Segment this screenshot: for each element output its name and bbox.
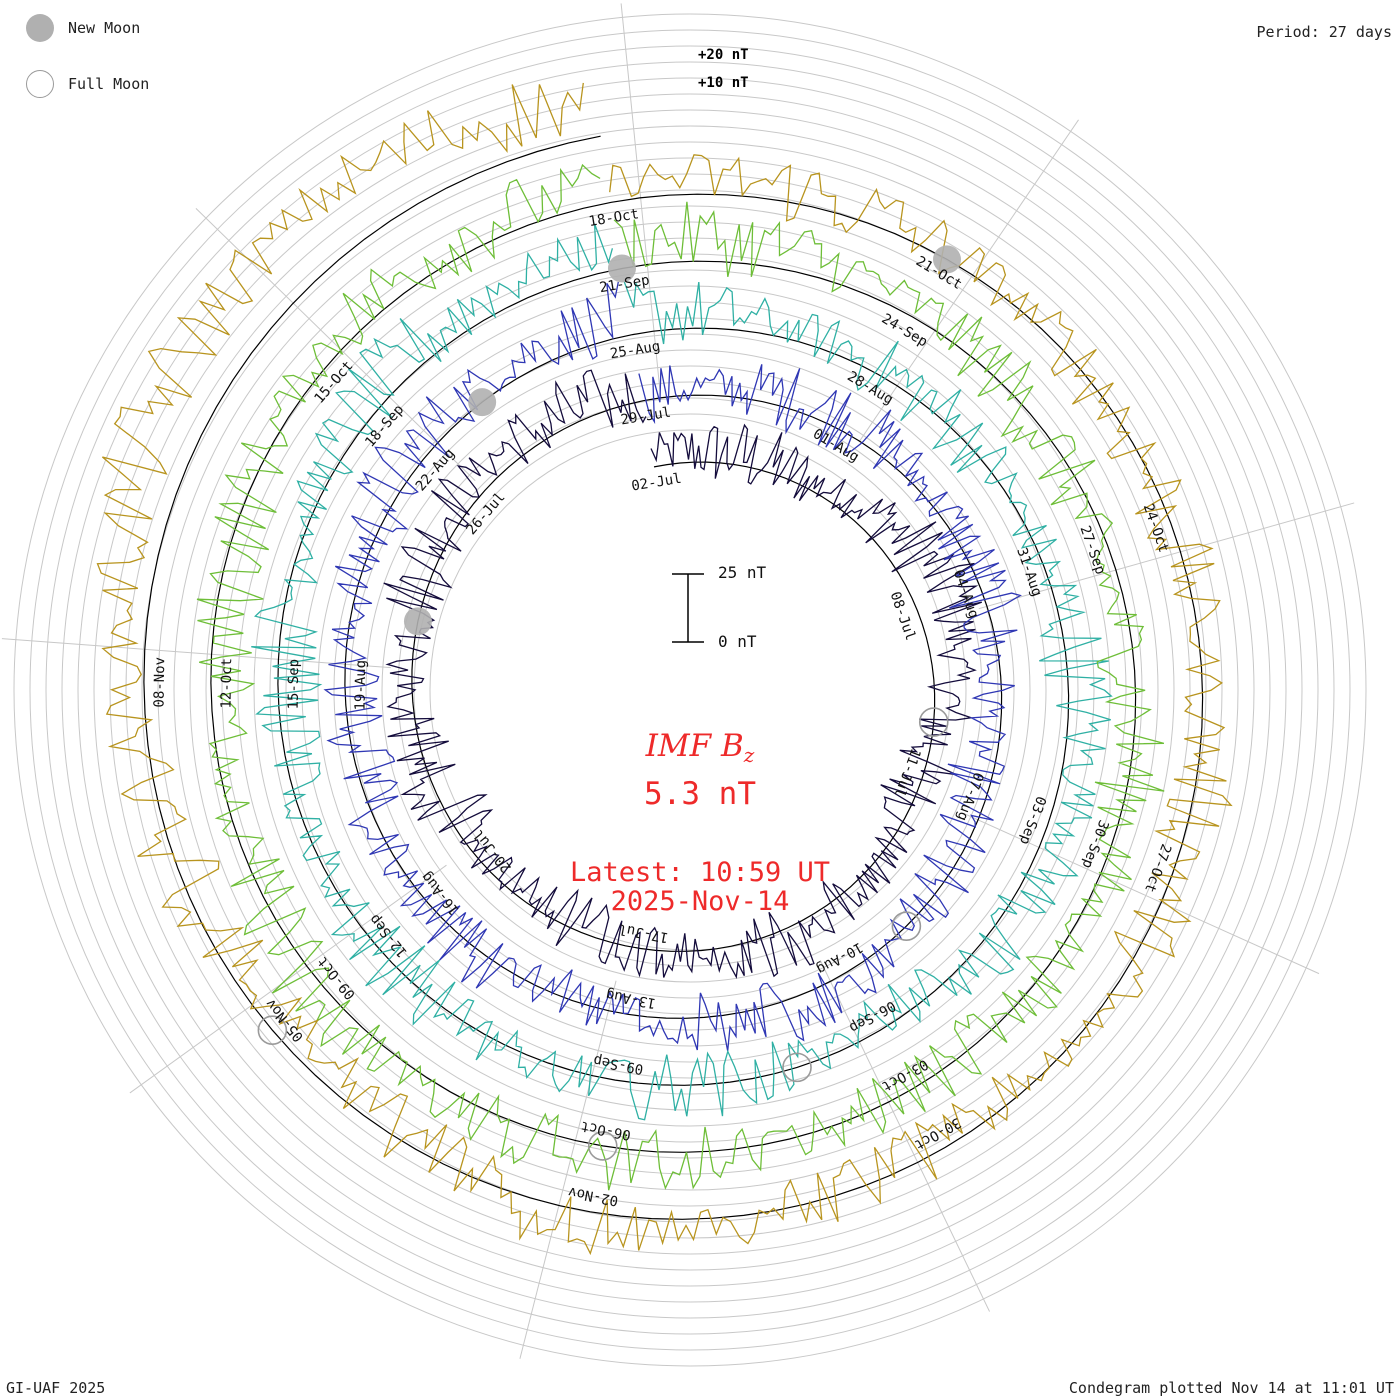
legend-full-moon: Full Moon	[26, 70, 149, 98]
new-moon-marker	[933, 245, 962, 274]
new-moon-marker	[607, 254, 636, 283]
radial-spoke	[195, 207, 476, 481]
grid-ring	[29, 29, 1351, 1351]
latest-value: 5.3 nT	[644, 776, 756, 812]
bz-series-18-Oct	[96, 82, 1233, 1256]
date-label-08-Nov: 08-Nov	[152, 657, 169, 708]
grid-ring	[93, 93, 1287, 1287]
full-moon-label: Full Moon	[68, 75, 150, 93]
date-label-15-Sep: 15-Sep	[286, 659, 303, 710]
zero-baseline-spiral	[143, 135, 1204, 1220]
date-label-26-Jul: 26-Jul	[463, 489, 508, 538]
moon-phase-markers	[257, 245, 962, 1161]
quantity-subscript: z	[743, 743, 755, 767]
radial-spoke	[819, 960, 990, 1312]
new-moon-label: New Moon	[68, 19, 141, 37]
bz-series-25-Aug	[251, 223, 1113, 1121]
bz-series-29-Jul	[323, 281, 1022, 1052]
full-moon-marker	[257, 1015, 288, 1046]
date-label-02-Jul: 02-Jul	[630, 471, 682, 495]
date-label-31-Aug: 31-Aug	[1013, 546, 1045, 599]
scale-bottom-label: 0 nT	[718, 632, 757, 651]
radial-spoke	[858, 119, 1079, 443]
full-moon-marker	[782, 1052, 812, 1083]
grid-ring	[221, 221, 1159, 1159]
full-moon-marker	[587, 1131, 618, 1161]
grid-ring	[333, 333, 1047, 1047]
date-label-10-Aug: 10-Aug	[814, 939, 866, 978]
grid-ring	[125, 125, 1255, 1255]
bz-series-21-Sep	[196, 163, 1165, 1191]
full-moon-icon	[26, 70, 54, 98]
latest-date: 2025-Nov-14	[610, 886, 790, 917]
new-moon-marker	[468, 388, 497, 417]
scale-top-label: 25 nT	[718, 563, 767, 582]
date-label-06-Sep: 06-Sep	[846, 997, 898, 1036]
date-label-24-Oct: 24-Oct	[1140, 502, 1172, 555]
ring-label-plus10: +10 nT	[698, 75, 749, 91]
grid-ring	[189, 189, 1191, 1191]
full-moon-marker	[891, 911, 922, 941]
date-label-22-Aug: 22-Aug	[413, 446, 458, 495]
grid-ring	[205, 205, 1175, 1175]
date-label-12-Oct: 12-Oct	[219, 658, 236, 709]
legend-new-moon: New Moon	[26, 14, 140, 42]
radial-spoke	[129, 864, 447, 1094]
grid-ring	[77, 77, 1303, 1303]
grid-ring	[429, 429, 951, 951]
date-label-15-Oct: 15-Oct	[311, 358, 356, 407]
date-label-29-Jul: 29-Jul	[620, 405, 672, 429]
date-label-08-Jul: 08-Jul	[887, 590, 919, 643]
new-moon-icon	[26, 14, 54, 42]
grid-ring	[45, 45, 1335, 1335]
grid-ring	[349, 349, 1031, 1031]
date-label-18-Oct: 18-Oct	[588, 206, 640, 230]
grid-ring	[61, 61, 1319, 1319]
date-label-24-Sep: 24-Sep	[879, 311, 931, 351]
date-label-21-Sep: 21-Sep	[598, 272, 650, 296]
ring-label-plus20: +20 nT	[698, 47, 749, 63]
radial-spoke	[963, 812, 1320, 975]
full-moon-marker	[918, 707, 949, 737]
radial-spoke	[978, 502, 1355, 610]
grid-ring	[381, 381, 999, 999]
grid-ring	[397, 397, 983, 983]
date-label-25-Aug: 25-Aug	[609, 338, 661, 362]
quantity-title: IMF Bz	[0, 728, 1400, 767]
grid-ring	[173, 173, 1207, 1207]
scale-bar	[672, 573, 704, 643]
bz-series	[96, 82, 1233, 1256]
grid-ring	[13, 13, 1367, 1367]
date-label-19-Aug: 19-Aug	[353, 660, 370, 711]
period-label: Period: 27 days	[1256, 23, 1392, 41]
date-label-02-Nov: 02-Nov	[567, 1183, 620, 1208]
new-moon-marker	[403, 607, 432, 636]
grid-ring	[269, 269, 1111, 1111]
radial-spoke	[1, 638, 391, 669]
grid-ring	[141, 141, 1239, 1239]
grid-ring	[253, 253, 1127, 1127]
grid-ring	[157, 157, 1223, 1223]
latest-timestamp: Latest: 10:59 UT 2025-Nov-14	[0, 858, 1400, 916]
date-label-13-Aug: 13-Aug	[605, 986, 658, 1011]
bz-series-02-Jul	[383, 369, 983, 979]
footer-credit: GI-UAF 2025	[6, 1379, 106, 1397]
zero-baseline	[143, 135, 1204, 1220]
latest-time: Latest: 10:59 UT	[569, 857, 831, 888]
grid-ring	[301, 301, 1079, 1079]
footer-plotted: Condegram plotted Nov 14 at 11:01 UT	[1068, 1379, 1394, 1397]
grid-ring	[365, 365, 1015, 1015]
radial-spoke	[519, 980, 617, 1359]
quantity-main: IMF B	[645, 728, 744, 764]
radial-spokes	[1, 3, 1355, 1359]
date-labels: 02-Jul08-Jul11-Jul17-Jul20-Jul26-Jul29-J…	[152, 206, 1174, 1208]
grid-ring	[109, 109, 1271, 1271]
grid-rings	[13, 13, 1367, 1367]
grid-ring	[237, 237, 1143, 1143]
